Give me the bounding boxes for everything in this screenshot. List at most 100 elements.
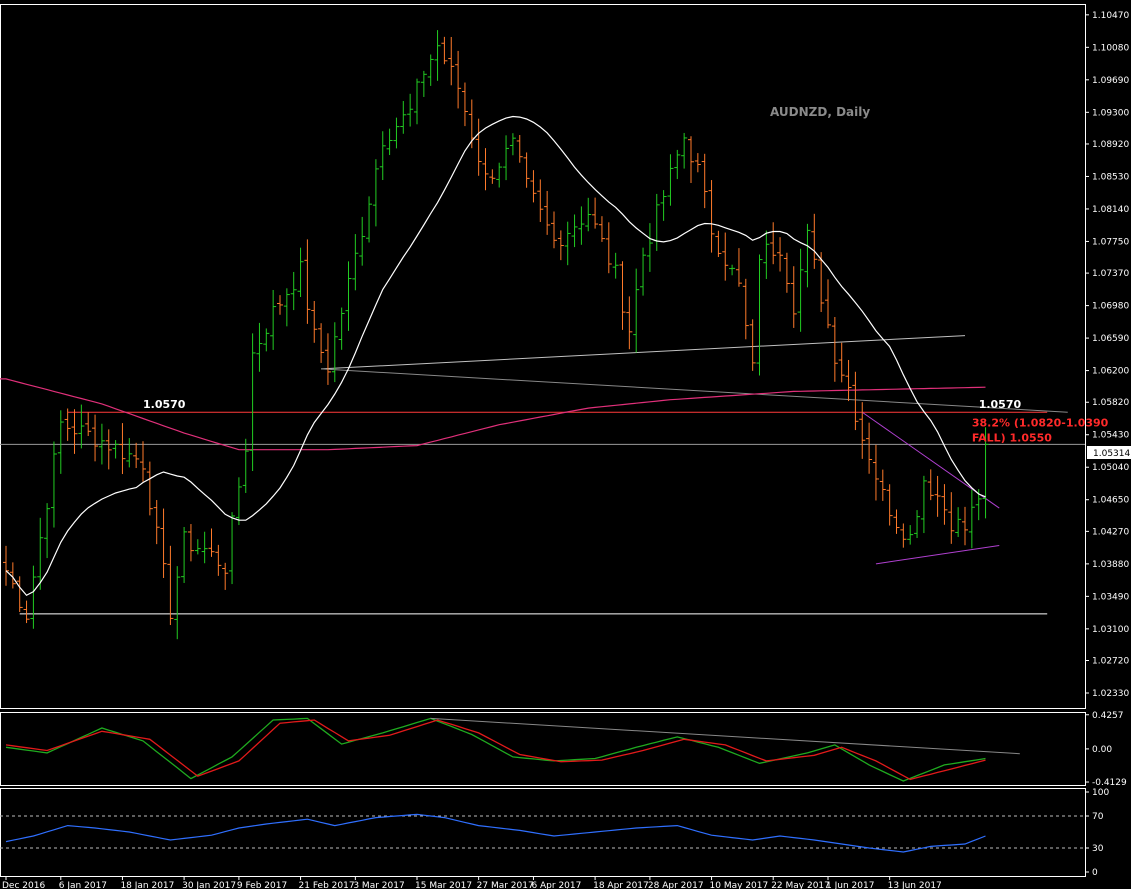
ohlc-bar <box>441 36 448 65</box>
time-tick-label: 22 May 2017 <box>771 881 830 889</box>
ohlc-bar <box>688 136 694 184</box>
price-tick-label: 1.05820 <box>1092 398 1129 408</box>
time-tick-label: 30 Jan 2017 <box>182 881 236 889</box>
panel-frame <box>0 788 1086 877</box>
ohlc-bar <box>235 477 242 526</box>
ohlc-bar <box>735 248 742 287</box>
ohlc-bar <box>277 295 283 315</box>
ohlc-bar <box>811 213 818 269</box>
time-tick-label: 6 Apr 2017 <box>531 881 581 889</box>
rsi-tick-label: 70 <box>1092 812 1104 822</box>
time-tick-label: 27 Mar 2017 <box>477 881 534 889</box>
ohlc-bar <box>359 216 366 266</box>
ohlc-bar <box>763 230 770 279</box>
ohlc-bar <box>434 30 441 81</box>
ohlc-bar <box>701 153 708 209</box>
ohlc-bar <box>85 412 92 437</box>
ohlc-bar <box>50 441 57 528</box>
ohlc-bar <box>790 266 797 328</box>
ohlc-bar <box>345 261 352 331</box>
ohlc-bar <box>229 512 236 585</box>
trendline <box>321 335 966 370</box>
ohlc-bar <box>455 50 462 109</box>
ohlc-bar <box>372 159 379 227</box>
ohlc-bar <box>30 565 37 629</box>
price-tick-label: 1.04650 <box>1092 496 1129 506</box>
ohlc-bar <box>982 427 989 519</box>
ohlc-bar <box>3 545 9 586</box>
ohlc-bar <box>722 232 729 281</box>
ohlc-bar <box>756 254 763 376</box>
ohlc-bar <box>770 222 777 265</box>
ohlc-bar <box>318 323 325 363</box>
ohlc-bar <box>825 279 831 329</box>
ohlc-bar <box>886 484 893 526</box>
price-tick-label: 1.02720 <box>1092 657 1129 667</box>
ohlc-bar <box>407 93 414 127</box>
ohlc-bar <box>98 423 105 465</box>
ohlc-bar <box>694 153 701 173</box>
ohlc-bar <box>338 307 345 350</box>
annotation-label: 38.2% (1.0820-1.0390 <box>972 416 1109 429</box>
ohlc-bar <box>187 524 194 562</box>
ohlc-bar <box>612 252 619 279</box>
trendlines <box>321 335 1068 565</box>
price-tick-label: 1.08920 <box>1092 140 1129 150</box>
ohlc-bar <box>585 197 592 232</box>
price-tick-label: 1.03880 <box>1092 560 1129 570</box>
chart-annotations: 1.0570 1.0570 38.2% (1.0820-1.0390 FALL) 1.… <box>143 398 1109 444</box>
current-price-text: 1.05314 <box>1093 449 1130 459</box>
ohlc-bar <box>489 169 496 184</box>
annotation-label: 1.0570 <box>979 398 1022 411</box>
ohlc-bar <box>414 78 420 125</box>
trendline <box>875 545 1000 565</box>
oscillator-tick-label: 0.00 <box>1092 745 1112 755</box>
ohlc-bar <box>461 82 468 127</box>
ohlc-bar <box>64 408 71 441</box>
ohlc-bar <box>304 239 311 324</box>
ohlc-bar <box>879 469 886 501</box>
price-tick-label: 1.04270 <box>1092 527 1129 537</box>
trendline <box>321 368 1068 413</box>
time-tick-label: 21 Feb 2017 <box>299 881 355 889</box>
horizontal-levels <box>0 411 1085 615</box>
price-tick-label: 1.05430 <box>1092 431 1129 441</box>
time-tick-label: Dec 2016 <box>2 881 45 889</box>
ohlc-bar <box>126 438 133 468</box>
ohlc-bar <box>749 319 756 371</box>
ohlc-bar <box>105 429 112 470</box>
ohlc-bar <box>866 422 873 474</box>
ohlc-bar <box>242 438 249 493</box>
ohlc-bar <box>729 264 736 276</box>
ohlc-bar <box>71 409 78 454</box>
chart-title: AUDNZD, Daily <box>770 105 870 119</box>
oscillator-signal-line <box>5 719 986 781</box>
annotation-label: FALL) 1.0550 <box>972 431 1052 444</box>
price-tick-label: 1.06980 <box>1092 302 1129 312</box>
rsi-tick-label: 100 <box>1092 788 1109 798</box>
rsi-panel: 100 70 30 0 <box>0 788 1109 878</box>
ohlc-bar <box>968 489 975 549</box>
oscillator-trendline <box>430 717 1020 755</box>
price-tick-label: 1.07370 <box>1092 269 1129 279</box>
ohlc-bar <box>119 423 126 475</box>
rsi-line <box>5 813 986 853</box>
slow-moving-average <box>0 378 986 451</box>
ohlc-bar <box>557 230 564 261</box>
ohlc-bar <box>324 333 331 385</box>
price-axis: 1.10470 1.10080 1.09690 1.09300 1.08920 1.085… <box>1085 11 1129 699</box>
ohlc-bar <box>859 402 866 459</box>
ohlc-bar <box>167 545 174 626</box>
ohlc-bar <box>174 566 181 640</box>
ohlc-bar <box>496 162 503 188</box>
oscillator-tick-label: 0.4257 <box>1092 711 1124 721</box>
price-tick-label: 1.10470 <box>1092 11 1129 21</box>
fast-moving-average <box>5 115 986 597</box>
time-tick-label: 18 Jan 2017 <box>120 881 174 889</box>
ohlc-bar <box>44 503 51 559</box>
rsi-tick-label: 0 <box>1092 868 1098 878</box>
ohlc-bar <box>578 206 585 245</box>
ohlc-bar <box>9 562 16 589</box>
ohlc-bar <box>955 507 962 538</box>
